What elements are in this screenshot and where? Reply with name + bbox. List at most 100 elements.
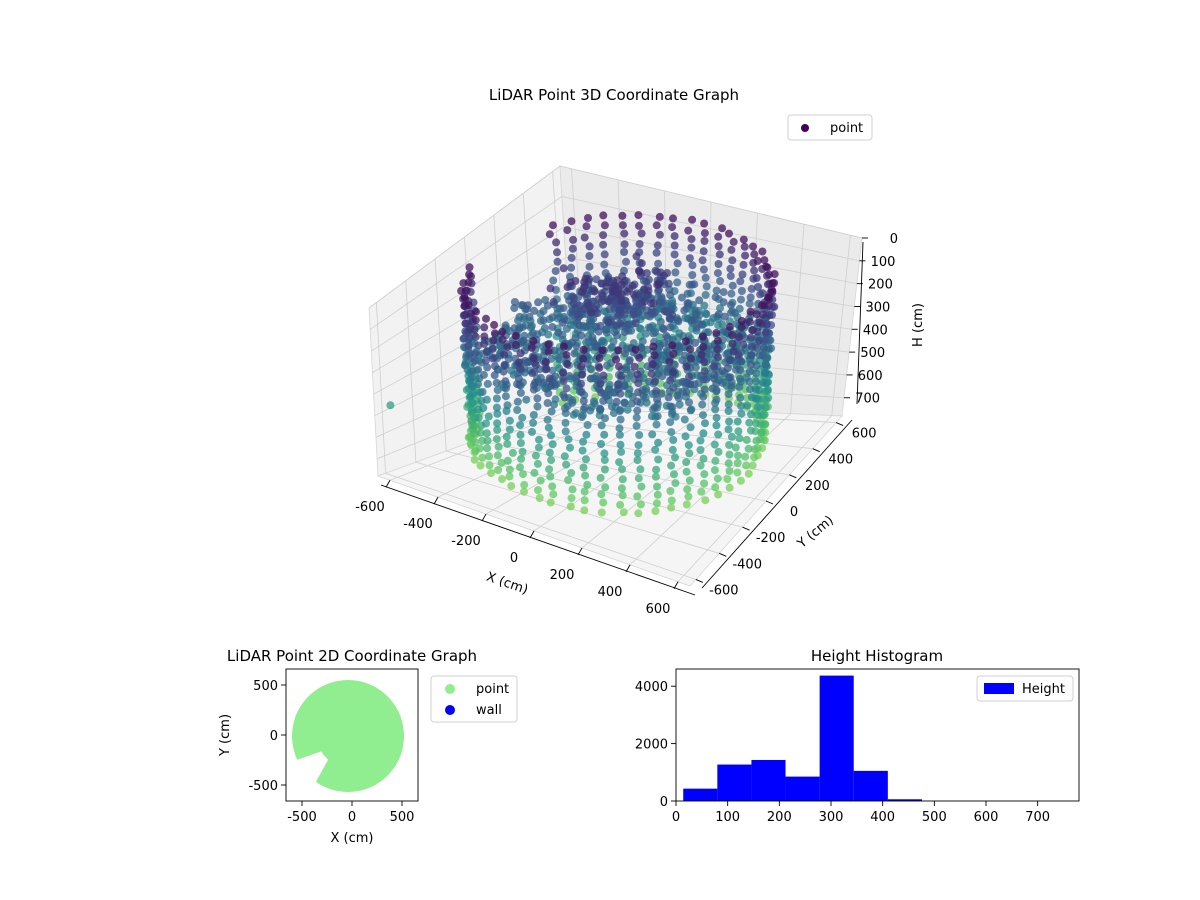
- scatter-point-3d: [745, 299, 754, 308]
- scatter-point-3d: [542, 365, 551, 374]
- scatter-point-3d: [726, 272, 735, 280]
- scatter-point-3d: [478, 453, 487, 462]
- z-tick-label: 600: [858, 369, 883, 384]
- scatter-point-3d: [656, 317, 665, 326]
- scatter-point-3d: [616, 415, 625, 424]
- scatter-point-3d: [601, 414, 609, 423]
- y-tick-label: 4000: [635, 680, 668, 695]
- y-tick-label: -200: [756, 531, 786, 546]
- x-tick-label: 0: [510, 551, 518, 566]
- scatter-point-3d: [673, 391, 682, 400]
- scatter-point-3d: [686, 423, 695, 432]
- grid-line: [369, 196, 860, 330]
- scatter-point-3d: [534, 443, 543, 452]
- scatter-point-3d: [599, 396, 608, 405]
- scatter-point-3d: [642, 398, 651, 407]
- legend-label-point: point: [476, 682, 509, 697]
- scatter-point-3d: [641, 329, 650, 338]
- scatter-point-3d: [522, 395, 531, 404]
- scatter-point-3d: [683, 289, 692, 298]
- scatter-point-3d: [699, 411, 707, 420]
- scatter-point-3d: [642, 277, 651, 286]
- scatter-point-3d: [727, 301, 735, 309]
- scatter-point-3d: [697, 487, 706, 496]
- scatter-point-3d: [683, 299, 692, 308]
- tick-mark: [433, 496, 439, 505]
- scatter-point-3d: [582, 222, 591, 231]
- legend-label-point: point: [830, 121, 863, 136]
- scatter-point-3d: [731, 443, 740, 452]
- scatter-point-3d: [682, 467, 691, 476]
- scatter-point-3d: [710, 440, 719, 449]
- scatter-point-3d: [521, 305, 530, 313]
- scatter-point-3d: [654, 438, 663, 447]
- scatter-point-3d: [701, 273, 710, 282]
- scatter-point-3d: [725, 467, 734, 475]
- scatter-point-3d: [547, 456, 556, 465]
- scatter-point-3d: [597, 508, 606, 517]
- scatter-point-3d: [670, 470, 678, 479]
- tick-mark: [481, 513, 487, 522]
- scatter-point-3d: [684, 226, 693, 235]
- scatter-point-3d: [483, 436, 492, 445]
- scatter-point-3d: [684, 441, 693, 450]
- scatter-point-3d: [519, 336, 528, 345]
- scatter-point-3d: [480, 323, 489, 332]
- scatter-point-3d: [618, 211, 627, 220]
- scatter-point-3d: [648, 430, 657, 439]
- scatter-point-3d: [562, 460, 571, 469]
- scatter-point-3d: [613, 380, 622, 389]
- scatter-point-3d: [633, 449, 642, 458]
- scatter-point-3d: [633, 397, 642, 406]
- scatter-point-3d: [582, 322, 591, 331]
- chart-3d-z-label: H (cm): [911, 303, 926, 347]
- scatter-point-3d: [648, 360, 657, 369]
- scatter-point-3d: [524, 358, 532, 367]
- scatter-point-3d: [616, 500, 625, 509]
- z-tick-label: 0: [890, 232, 898, 247]
- scatter-point-3d: [671, 453, 679, 462]
- scatter-point-3d: [714, 490, 723, 499]
- scatter-point-3d: [482, 314, 490, 323]
- tick-mark: [812, 448, 820, 453]
- scatter-point-3d: [593, 309, 602, 318]
- scatter-point-3d: [733, 417, 742, 426]
- scatter-point-3d: [533, 402, 542, 411]
- scatter-point-3d: [653, 412, 662, 421]
- scatter-point-3d: [625, 356, 634, 365]
- scatter-point-3d: [623, 405, 632, 414]
- scatter-point-3d: [548, 366, 557, 375]
- x-tick-label: -400: [403, 517, 433, 532]
- grid-line: [405, 280, 417, 463]
- scatter-point-3d: [716, 277, 725, 285]
- scatter-point-3d: [635, 431, 644, 439]
- scatter-point-3d: [668, 403, 677, 411]
- scatter-point-3d: [634, 509, 643, 518]
- scatter-point-3d: [597, 421, 606, 430]
- scatter-point-3d: [464, 301, 473, 310]
- scatter-point-3d: [529, 337, 538, 345]
- scatter-point-3d: [547, 407, 556, 416]
- chart-histogram: Height Histogram 0 100 200 300 400 500 600 7000…: [635, 647, 1080, 825]
- scatter-point-3d: [712, 387, 721, 396]
- scatter-point-3d: [491, 362, 499, 371]
- scatter-point-3d: [476, 461, 485, 470]
- grid-line: [446, 450, 743, 528]
- scatter-point-3d: [535, 494, 544, 502]
- scatter-point-3d: [544, 389, 553, 398]
- scatter-point-3d: [461, 319, 470, 328]
- scatter-point-3d: [686, 345, 695, 354]
- scatter-point-3d: [471, 438, 479, 447]
- scatter-point-3d: [560, 393, 569, 402]
- scatter-point-3d: [765, 311, 774, 319]
- scatter-point-3d: [515, 380, 524, 389]
- scatter-point-3d: [757, 301, 766, 310]
- scatter-point-3d: [650, 308, 659, 317]
- scatter-point-3d: [583, 480, 592, 489]
- scatter-point-3d: [700, 367, 709, 376]
- scatter-point-3d: [600, 456, 609, 464]
- scatter-point-3d: [585, 252, 594, 260]
- scatter-point-3d: [545, 230, 554, 239]
- scatter-point-3d: [700, 358, 709, 366]
- scatter-point-3d: [652, 248, 661, 257]
